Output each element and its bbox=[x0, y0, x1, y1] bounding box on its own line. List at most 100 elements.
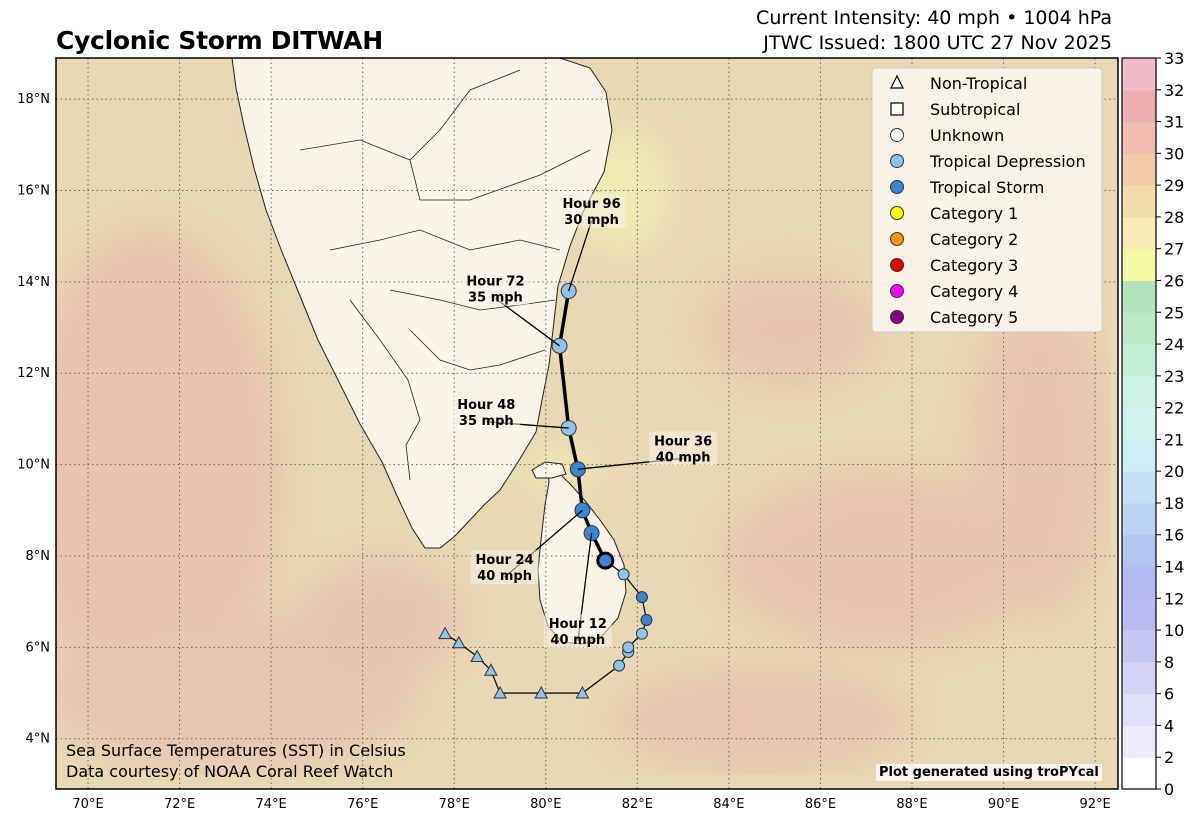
past-track-point bbox=[622, 641, 635, 654]
colorbar-tick-label: 4 bbox=[1164, 716, 1174, 735]
lat-tick-label: 8°N bbox=[26, 549, 51, 564]
legend-marker-circle bbox=[890, 284, 904, 298]
colorbar-tick-label: 27 bbox=[1164, 240, 1184, 259]
lon-tick-label: 84°E bbox=[713, 797, 744, 812]
current-intensity-text: Current Intensity: 40 mph • 1004 hPa bbox=[756, 7, 1112, 29]
colorbar-segment bbox=[1122, 598, 1156, 631]
sst-note: Sea Surface Temperatures (SST) in Celsiu… bbox=[66, 740, 406, 782]
annotation-wind: 40 mph bbox=[477, 569, 532, 584]
colorbar-tick-label: 25 bbox=[1164, 303, 1184, 322]
colorbar-segment bbox=[1122, 757, 1156, 790]
past-track-point bbox=[575, 686, 590, 699]
colorbar-tick-label: 26 bbox=[1164, 271, 1184, 290]
past-track-point bbox=[635, 627, 648, 640]
colorbar-tick-label: 10 bbox=[1164, 621, 1184, 640]
annotation-bg bbox=[543, 614, 612, 649]
legend-label: Unknown bbox=[930, 126, 1004, 145]
annotation-hour: Hour 24 bbox=[476, 553, 534, 568]
lon-tick-label: 72°E bbox=[164, 797, 195, 812]
colorbar-segment bbox=[1122, 248, 1156, 281]
lon-tick-label: 78°E bbox=[439, 797, 470, 812]
colorbar-tick-label: 30 bbox=[1164, 144, 1184, 163]
colorbar-frame bbox=[1121, 57, 1157, 790]
lon-tick-label: 80°E bbox=[530, 797, 561, 812]
past-track-point bbox=[484, 663, 498, 676]
lat-tick-label: 4°N bbox=[26, 732, 51, 747]
legend-marker-circle bbox=[890, 310, 904, 324]
sst-note-line1: Sea Surface Temperatures (SST) in Celsiu… bbox=[66, 741, 406, 760]
colorbar-segment bbox=[1122, 344, 1156, 377]
colorbar-segment bbox=[1122, 566, 1156, 599]
annotation-hour: Hour 48 bbox=[457, 398, 515, 413]
legend-label: Category 4 bbox=[930, 282, 1018, 301]
colorbar-tick-label: 33 bbox=[1164, 49, 1184, 68]
legend-label: Subtropical bbox=[930, 100, 1020, 119]
past-track-point bbox=[451, 635, 466, 649]
legend-marker-circle bbox=[890, 128, 904, 142]
legend-marker-circle bbox=[890, 206, 904, 220]
colorbar-segment bbox=[1122, 280, 1156, 313]
legend-label: Non-Tropical bbox=[930, 74, 1027, 93]
colorbar-segment bbox=[1122, 375, 1156, 409]
colorbar-tick-label: 24 bbox=[1164, 335, 1184, 354]
colorbar-segment bbox=[1122, 502, 1156, 536]
lat-tick-label: 6°N bbox=[26, 640, 51, 655]
colorbar-segment bbox=[1122, 693, 1156, 726]
lon-tick-label: 82°E bbox=[622, 797, 653, 812]
annotation-hour: Hour 36 bbox=[654, 434, 712, 449]
colorbar-tick-label: 2 bbox=[1164, 748, 1174, 767]
colorbar-segment bbox=[1122, 661, 1156, 695]
colorbar-tick-label: 12 bbox=[1164, 589, 1184, 608]
legend-marker-circle bbox=[890, 258, 904, 272]
colorbar-segment bbox=[1122, 407, 1156, 440]
colorbar-tick-label: 16 bbox=[1164, 526, 1184, 545]
lon-tick-label: 76°E bbox=[347, 797, 378, 812]
legend-marker-triangle bbox=[890, 74, 904, 89]
jtwc-issued-text: JTWC Issued: 1800 UTC 27 Nov 2025 bbox=[763, 32, 1112, 54]
past-track-point bbox=[438, 626, 452, 640]
legend-label: Category 1 bbox=[930, 204, 1018, 223]
legend-label: Tropical Storm bbox=[929, 178, 1044, 197]
legend-box bbox=[871, 67, 1103, 333]
lon-tick-label: 74°E bbox=[256, 797, 287, 812]
colorbar-segment bbox=[1122, 312, 1156, 345]
colorbar-segment bbox=[1122, 439, 1156, 472]
colorbar-tick-label: 6 bbox=[1164, 685, 1174, 704]
legend-label: Tropical Depression bbox=[929, 152, 1086, 171]
annotation-bg bbox=[649, 431, 718, 466]
colorbar-segment bbox=[1122, 89, 1156, 123]
lat-tick-label: 18°N bbox=[17, 92, 50, 107]
lat-tick-label: 14°N bbox=[17, 275, 50, 290]
lon-tick-label: 70°E bbox=[72, 797, 103, 812]
colorbar-segment bbox=[1122, 725, 1156, 758]
india-interior-borders bbox=[299, 69, 591, 481]
map-frame bbox=[55, 57, 1119, 790]
legend: Non-Tropical Subtropical Unknown Tropical D… bbox=[871, 67, 1103, 333]
colorbar-segment bbox=[1122, 534, 1156, 568]
legend-marker-circle bbox=[890, 180, 904, 194]
colorbar-segment bbox=[1122, 630, 1156, 663]
axis-ticks: 70°E 72°E 74°E 76°E 78°E 80°E 82°E 84°E 86°E 88°E… bbox=[17, 92, 1111, 812]
sst-note-line2: Data courtesy of NOAA Coral Reef Watch bbox=[66, 762, 394, 781]
annotation-hour: Hour 96 bbox=[563, 197, 621, 212]
current-position-point bbox=[596, 551, 615, 570]
colorbar-tick-label: 28 bbox=[1164, 208, 1184, 227]
lon-tick-label: 92°E bbox=[1079, 797, 1110, 812]
colorbar-tick-label: 18 bbox=[1164, 494, 1184, 513]
colorbar-tick-label: 29 bbox=[1164, 176, 1184, 195]
annotation-hour: Hour 72 bbox=[466, 274, 524, 289]
colorbar-tick-label: 14 bbox=[1164, 558, 1184, 577]
colorbar: 0246810121416182021222324252627282930313… bbox=[1121, 49, 1184, 799]
colorbar-tick-label: 20 bbox=[1164, 462, 1184, 481]
legend-marker-square bbox=[890, 102, 904, 116]
colorbar-segment bbox=[1122, 153, 1156, 186]
past-track-point bbox=[534, 686, 549, 699]
legend-marker-circle bbox=[890, 232, 904, 246]
annotation-bg bbox=[452, 394, 521, 429]
annotation-bg bbox=[461, 271, 530, 306]
annotation-wind: 40 mph bbox=[656, 450, 711, 465]
annotation-leader bbox=[568, 220, 593, 292]
lon-tick-label: 88°E bbox=[896, 797, 927, 812]
